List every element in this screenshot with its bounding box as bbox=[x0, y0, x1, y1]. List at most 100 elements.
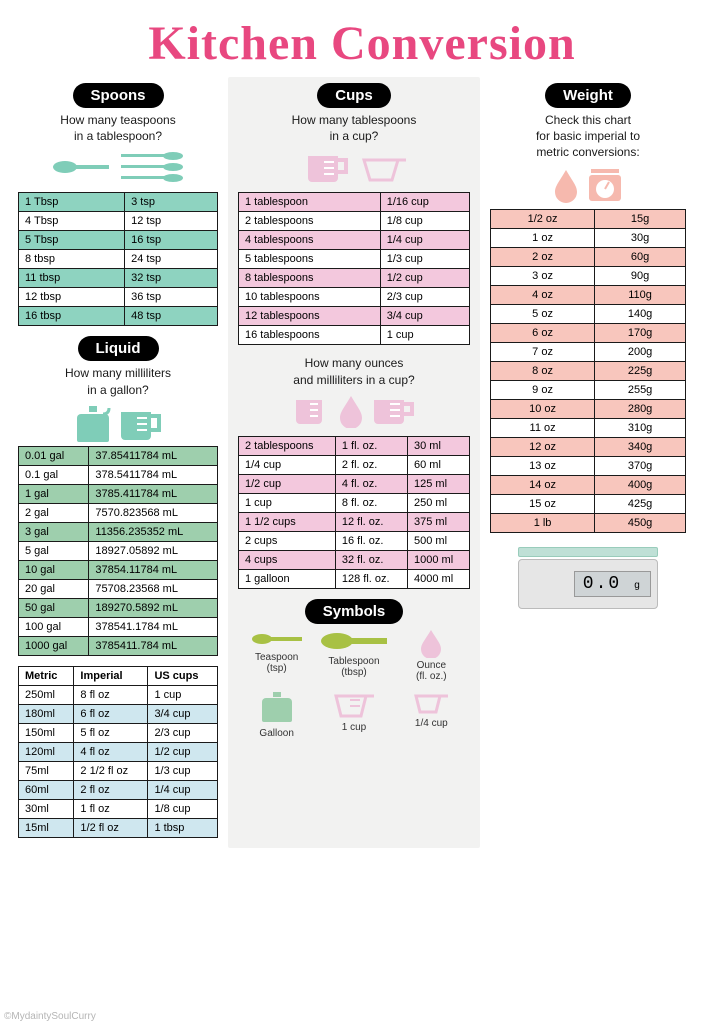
cup-symbol-icon bbox=[332, 690, 376, 720]
table-cell: 15ml bbox=[19, 818, 74, 837]
table-row: 3 oz90g bbox=[491, 266, 686, 285]
spoons-table: 1 Tbsp3 tsp4 Tbsp12 tsp5 Tbsp16 tsp8 tbs… bbox=[18, 192, 218, 326]
table-row: 6 oz170g bbox=[491, 323, 686, 342]
table-cell: 5 gal bbox=[19, 541, 89, 560]
table-cell: 4 cups bbox=[239, 550, 336, 569]
table-cell: 16 tbsp bbox=[19, 307, 125, 326]
table-cell: 200g bbox=[595, 342, 686, 361]
table-row: 1 Tbsp3 tsp bbox=[19, 193, 218, 212]
table-cell: 8 tbsp bbox=[19, 250, 125, 269]
table-cell: 11 oz bbox=[491, 418, 595, 437]
symbol-teaspoon: Teaspoon(tsp) bbox=[238, 628, 315, 682]
spoons-sub: How many teaspoonsin a tablespoon? bbox=[18, 112, 218, 144]
cups-heading: Cups bbox=[317, 83, 391, 108]
scale-icon bbox=[585, 167, 625, 205]
table-row: 1000 gal3785411.784 mL bbox=[19, 636, 218, 655]
table-cell: 4000 ml bbox=[408, 569, 470, 588]
spoons-icons bbox=[18, 150, 218, 186]
table-header: US cups bbox=[148, 666, 218, 685]
table-row: 180ml6 fl oz3/4 cup bbox=[19, 704, 218, 723]
table-row: 100 gal378541.1784 mL bbox=[19, 617, 218, 636]
table-cell: 1 fl oz bbox=[74, 799, 148, 818]
table-cell: 32 tsp bbox=[125, 269, 218, 288]
table-row: 75ml2 1/2 fl oz1/3 cup bbox=[19, 761, 218, 780]
table-row: 1 1/2 cups12 fl. oz.375 ml bbox=[239, 512, 470, 531]
table-cell: 2 oz bbox=[491, 247, 595, 266]
table-cell: 0.1 gal bbox=[19, 465, 89, 484]
table-cell: 8 fl oz bbox=[74, 685, 148, 704]
table-cell: 90g bbox=[595, 266, 686, 285]
table-cell: 8 tablespoons bbox=[239, 269, 381, 288]
table-cell: 3/4 cup bbox=[148, 704, 218, 723]
table-row: 5 gal18927.05892 mL bbox=[19, 541, 218, 560]
table-row: 10 tablespoons2/3 cup bbox=[239, 288, 470, 307]
table-cell: 189270.5892 mL bbox=[89, 598, 218, 617]
table-row: 5 oz140g bbox=[491, 304, 686, 323]
table-cell: 1/8 cup bbox=[148, 799, 218, 818]
table-cell: 12 fl. oz. bbox=[335, 512, 407, 531]
table-cell: 1/8 cup bbox=[380, 212, 469, 231]
measuring-spoons-icon bbox=[115, 150, 185, 184]
table-cell: 250ml bbox=[19, 685, 74, 704]
table-cell: 1/2 cup bbox=[380, 269, 469, 288]
table-cell: 15 oz bbox=[491, 494, 595, 513]
table-cell: 128 fl. oz. bbox=[335, 569, 407, 588]
symbol-label: Galloon bbox=[238, 728, 315, 739]
table-header: Imperial bbox=[74, 666, 148, 685]
table-cell: 2 cups bbox=[239, 531, 336, 550]
table-row: 30ml1 fl oz1/8 cup bbox=[19, 799, 218, 818]
table-row: 8 tbsp24 tsp bbox=[19, 250, 218, 269]
drop-icon bbox=[336, 394, 366, 428]
table-row: 8 tablespoons1/2 cup bbox=[239, 269, 470, 288]
table-row: 4 Tbsp12 tsp bbox=[19, 212, 218, 231]
measuring-cup-pink2-icon bbox=[370, 394, 416, 428]
table-row: 2 tablespoons1/8 cup bbox=[239, 212, 470, 231]
table-cell: 110g bbox=[595, 285, 686, 304]
table-cell: 3785.411784 mL bbox=[89, 484, 218, 503]
table-cell: 16 tablespoons bbox=[239, 326, 381, 345]
table-cell: 60 ml bbox=[408, 455, 470, 474]
table-cell: 12 tbsp bbox=[19, 288, 125, 307]
table-cell: 180ml bbox=[19, 704, 74, 723]
table-cell: 125 ml bbox=[408, 474, 470, 493]
table-row: 1 gal3785.411784 mL bbox=[19, 484, 218, 503]
ozml-icons bbox=[238, 394, 470, 430]
table-cell: 4 oz bbox=[491, 285, 595, 304]
table-cell: 1/3 cup bbox=[380, 250, 469, 269]
scale-reading: 0.0 bbox=[583, 574, 621, 594]
table-cell: 3 oz bbox=[491, 266, 595, 285]
table-row: 3 gal11356.235352 mL bbox=[19, 522, 218, 541]
table-row: 7 oz200g bbox=[491, 342, 686, 361]
table-row: 4 oz110g bbox=[491, 285, 686, 304]
table-cell: 280g bbox=[595, 399, 686, 418]
table-cell: 10 tablespoons bbox=[239, 288, 381, 307]
teaspoon-icon bbox=[51, 152, 111, 182]
table-cell: 2 gal bbox=[19, 503, 89, 522]
table-cell: 378541.1784 mL bbox=[89, 617, 218, 636]
table-cell: 1 cup bbox=[380, 326, 469, 345]
table-cell: 225g bbox=[595, 361, 686, 380]
scale-unit: g bbox=[634, 581, 642, 592]
table-cell: 75ml bbox=[19, 761, 74, 780]
table-cell: 400g bbox=[595, 475, 686, 494]
cups-sub: How many tablespoonsin a cup? bbox=[238, 112, 470, 144]
table-row: 5 tablespoons1/3 cup bbox=[239, 250, 470, 269]
teaspoon-symbol-icon bbox=[250, 628, 304, 650]
table-cell: 378.5411784 mL bbox=[89, 465, 218, 484]
table-cell: 340g bbox=[595, 437, 686, 456]
table-cell: 425g bbox=[595, 494, 686, 513]
table-row: 11 oz310g bbox=[491, 418, 686, 437]
table-row: 13 oz370g bbox=[491, 456, 686, 475]
table-row: 2 tablespoons1 fl. oz.30 ml bbox=[239, 436, 470, 455]
symbol-label: 1/4 cup bbox=[393, 718, 470, 729]
weight-sub: Check this chartfor basic imperial tomet… bbox=[490, 112, 686, 161]
table-row: 0.01 gal37.85411784 mL bbox=[19, 446, 218, 465]
table-cell: 1 1/2 cups bbox=[239, 512, 336, 531]
quarter-cup-icon bbox=[356, 150, 406, 186]
table-row: 1 tablespoon1/16 cup bbox=[239, 193, 470, 212]
table-cell: 37854.11784 mL bbox=[89, 560, 218, 579]
table-row: 50 gal189270.5892 mL bbox=[19, 598, 218, 617]
table-cell: 16 fl. oz. bbox=[335, 531, 407, 550]
table-row: 16 tbsp48 tsp bbox=[19, 307, 218, 326]
table-cell: 12 oz bbox=[491, 437, 595, 456]
